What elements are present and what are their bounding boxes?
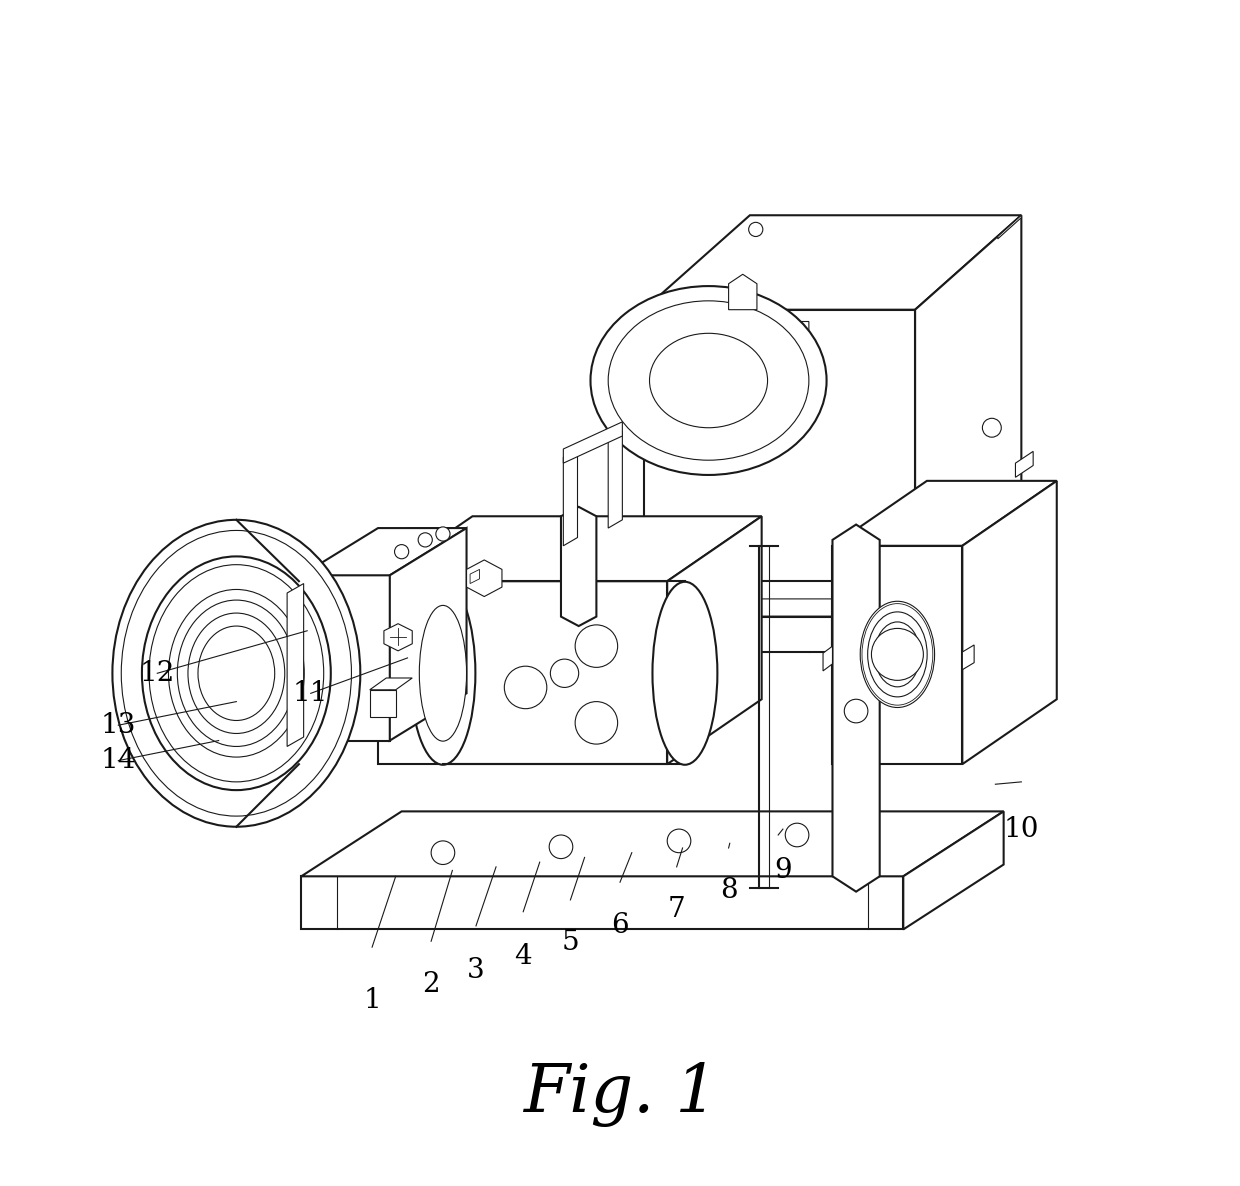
Ellipse shape — [141, 556, 331, 790]
Ellipse shape — [880, 631, 914, 678]
Polygon shape — [301, 546, 939, 617]
Polygon shape — [378, 516, 761, 581]
Ellipse shape — [169, 589, 304, 757]
Text: 2: 2 — [423, 971, 440, 999]
Text: 11: 11 — [293, 680, 329, 707]
Ellipse shape — [122, 530, 351, 816]
Text: 9: 9 — [774, 857, 791, 884]
Text: 14: 14 — [100, 747, 136, 774]
Polygon shape — [823, 646, 832, 671]
Circle shape — [749, 222, 763, 236]
Ellipse shape — [652, 582, 718, 765]
Circle shape — [505, 667, 547, 709]
Circle shape — [432, 841, 455, 865]
Text: 13: 13 — [100, 712, 136, 739]
Polygon shape — [608, 321, 808, 381]
Circle shape — [844, 700, 868, 722]
Circle shape — [418, 533, 433, 547]
Polygon shape — [962, 645, 975, 670]
Text: 1: 1 — [363, 987, 381, 1014]
Polygon shape — [832, 546, 962, 764]
Polygon shape — [998, 215, 1022, 238]
Ellipse shape — [890, 644, 905, 665]
Ellipse shape — [419, 605, 466, 741]
Ellipse shape — [590, 286, 827, 474]
Text: 3: 3 — [467, 957, 485, 984]
Circle shape — [435, 527, 450, 541]
Ellipse shape — [650, 333, 768, 428]
Polygon shape — [370, 690, 396, 718]
Polygon shape — [903, 811, 1003, 930]
Ellipse shape — [885, 638, 909, 671]
Text: 12: 12 — [140, 659, 175, 687]
Circle shape — [575, 625, 618, 668]
Text: 7: 7 — [668, 895, 686, 923]
Text: 6: 6 — [611, 912, 629, 939]
Polygon shape — [288, 584, 304, 746]
Circle shape — [785, 823, 808, 847]
Polygon shape — [301, 876, 903, 930]
Polygon shape — [470, 569, 480, 584]
Ellipse shape — [113, 519, 361, 827]
Ellipse shape — [861, 601, 935, 708]
Polygon shape — [370, 678, 412, 690]
Circle shape — [394, 544, 409, 559]
Ellipse shape — [868, 612, 928, 697]
Circle shape — [551, 659, 579, 688]
Polygon shape — [832, 480, 1056, 546]
Ellipse shape — [198, 626, 275, 720]
Circle shape — [667, 829, 691, 853]
Polygon shape — [301, 617, 832, 652]
Text: 8: 8 — [719, 876, 738, 904]
Polygon shape — [1016, 452, 1033, 477]
Polygon shape — [563, 422, 622, 464]
Text: 4: 4 — [515, 943, 532, 970]
Polygon shape — [301, 811, 1003, 876]
Circle shape — [575, 702, 618, 744]
Circle shape — [436, 712, 460, 734]
Polygon shape — [301, 528, 939, 599]
Circle shape — [428, 667, 470, 709]
Ellipse shape — [188, 613, 285, 733]
Ellipse shape — [874, 621, 920, 687]
Polygon shape — [384, 624, 412, 651]
Polygon shape — [644, 215, 1022, 310]
Circle shape — [982, 419, 1001, 438]
Polygon shape — [915, 215, 1022, 581]
Circle shape — [549, 835, 573, 859]
Polygon shape — [608, 432, 622, 528]
Polygon shape — [729, 274, 756, 310]
Text: 10: 10 — [1003, 816, 1039, 842]
Polygon shape — [832, 524, 879, 892]
Ellipse shape — [608, 301, 808, 460]
Polygon shape — [667, 516, 761, 764]
Text: 5: 5 — [562, 929, 579, 956]
Polygon shape — [563, 449, 578, 546]
Polygon shape — [466, 560, 502, 597]
Polygon shape — [378, 581, 667, 764]
Text: Fig. 1: Fig. 1 — [522, 1061, 718, 1128]
Polygon shape — [832, 546, 939, 652]
Polygon shape — [301, 528, 466, 575]
Circle shape — [872, 629, 924, 681]
Ellipse shape — [149, 565, 324, 782]
Polygon shape — [301, 575, 389, 740]
Polygon shape — [962, 480, 1056, 764]
Polygon shape — [389, 528, 466, 740]
Ellipse shape — [177, 600, 295, 746]
Polygon shape — [560, 506, 596, 626]
Circle shape — [436, 640, 460, 664]
Ellipse shape — [410, 582, 475, 765]
Polygon shape — [644, 310, 915, 581]
